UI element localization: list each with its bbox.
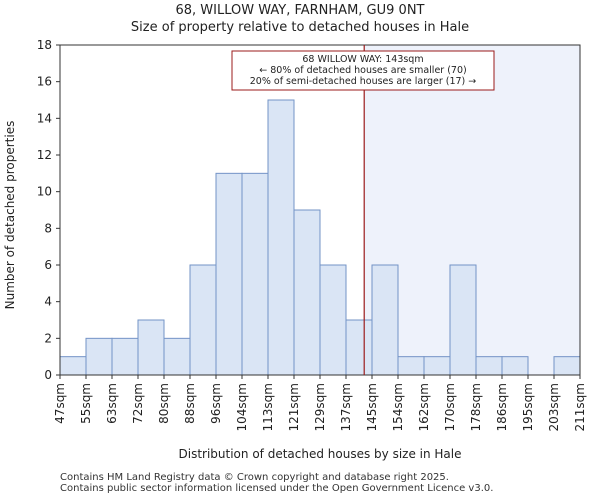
x-tick-label-113sqm: 113sqm <box>261 383 275 431</box>
y-tick-label-0: 0 <box>44 368 52 382</box>
y-tick-label-14: 14 <box>37 111 52 125</box>
x-tick-label-162sqm: 162sqm <box>417 383 431 431</box>
y-tick-label-8: 8 <box>44 221 52 235</box>
bar-154sqm <box>397 356 425 376</box>
y-tick-label-12: 12 <box>37 148 52 162</box>
bar-129sqm <box>319 264 347 376</box>
bar-63sqm <box>111 337 139 376</box>
title-line-1: 68, WILLOW WAY, FARNHAM, GU9 0NT <box>175 3 425 18</box>
x-tick-label-72sqm: 72sqm <box>131 383 145 424</box>
x-tick-label-55sqm: 55sqm <box>79 383 93 424</box>
x-tick-label-129sqm: 129sqm <box>313 383 327 431</box>
x-tick-label-203sqm: 203sqm <box>547 383 561 431</box>
bar-121sqm <box>293 209 321 376</box>
x-axis-label: Distribution of detached houses by size … <box>179 447 462 461</box>
x-tick-label-104sqm: 104sqm <box>235 383 249 431</box>
footer: Contains HM Land Registry data © Crown c… <box>60 472 493 494</box>
annotation-line-2: ← 80% of detached houses are smaller (70… <box>259 65 466 76</box>
bar-88sqm <box>189 264 217 376</box>
bar-178sqm <box>475 356 503 376</box>
x-tick-label-137sqm: 137sqm <box>339 383 353 431</box>
footer-line-2: Contains public sector information licen… <box>60 483 494 494</box>
x-tick-label-186sqm: 186sqm <box>495 383 509 431</box>
footer-line-1: Contains HM Land Registry data © Crown c… <box>60 472 449 483</box>
bar-80sqm <box>163 337 191 376</box>
annotation-line-1: 68 WILLOW WAY: 143sqm <box>302 54 423 65</box>
y-tick-label-18: 18 <box>37 38 52 52</box>
y-tick-label-16: 16 <box>37 75 52 89</box>
bar-145sqm <box>371 264 399 376</box>
annotation-box <box>231 50 495 91</box>
bar-170sqm <box>449 264 477 376</box>
x-tick-label-63sqm: 63sqm <box>105 383 119 424</box>
bar-72sqm <box>137 319 165 376</box>
bar-47sqm <box>59 356 87 376</box>
x-tick-label-47sqm: 47sqm <box>53 383 67 424</box>
bar-186sqm <box>501 356 529 376</box>
bar-113sqm <box>267 99 295 376</box>
y-tick-label-2: 2 <box>44 331 52 345</box>
y-tick-label-6: 6 <box>44 258 52 272</box>
chart-title: 68, WILLOW WAY, FARNHAM, GU9 0NT Size of… <box>0 2 600 36</box>
annotation-line-3: 20% of semi-detached houses are larger (… <box>250 76 477 87</box>
x-tick-label-80sqm: 80sqm <box>157 383 171 424</box>
x-tick-label-96sqm: 96sqm <box>209 383 223 424</box>
x-tick-label-145sqm: 145sqm <box>365 383 379 431</box>
bar-162sqm <box>423 356 451 376</box>
bar-104sqm <box>241 172 269 376</box>
x-tick-label-88sqm: 88sqm <box>183 383 197 424</box>
y-tick-label-4: 4 <box>44 295 52 309</box>
x-tick-label-178sqm: 178sqm <box>469 383 483 431</box>
x-tick-label-195sqm: 195sqm <box>521 383 535 431</box>
bar-55sqm <box>85 337 113 376</box>
x-tick-label-170sqm: 170sqm <box>443 383 457 431</box>
x-tick-label-121sqm: 121sqm <box>287 383 301 431</box>
bar-137sqm <box>345 319 373 376</box>
bar-96sqm <box>215 172 243 376</box>
bar-203sqm <box>553 356 581 376</box>
y-axis-label: Number of detached properties <box>3 121 17 310</box>
x-tick-label-154sqm: 154sqm <box>391 383 405 431</box>
x-tick-label-211sqm: 211sqm <box>573 383 587 431</box>
title-line-2: Size of property relative to detached ho… <box>130 20 470 35</box>
y-tick-label-10: 10 <box>37 185 52 199</box>
